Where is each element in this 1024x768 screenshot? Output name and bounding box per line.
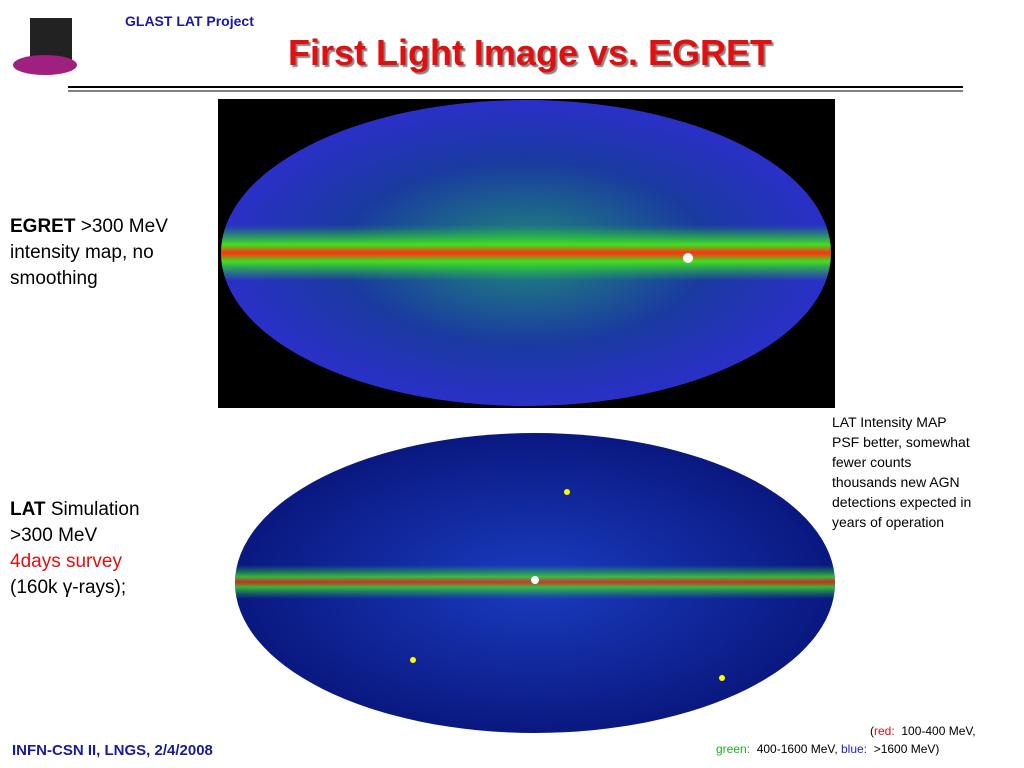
caption-line: intensity map, no	[10, 242, 154, 263]
note-line: PSF better, somewhat	[832, 434, 970, 450]
slide-title: First Light Image vs. EGRET	[287, 32, 773, 73]
egret-name: EGRET	[10, 216, 76, 237]
egret-map	[218, 99, 835, 408]
note-line: fewer counts	[832, 454, 912, 470]
note-line: thousands new AGN	[832, 474, 960, 490]
lat-caption: LAT Simulation >300 MeV 4days survey (16…	[10, 497, 215, 601]
legend-label: blue:	[841, 742, 868, 756]
legend-label: red:	[874, 724, 895, 738]
note: LAT Intensity MAP PSF better, somewhat f…	[832, 412, 1017, 532]
note-line: years of operation	[832, 514, 945, 530]
legend-range: >1600 MeV)	[873, 742, 940, 756]
note-line: detections expected in	[832, 494, 972, 510]
caption-line: >300 MeV	[10, 525, 98, 546]
project-name: GLAST LAT Project	[125, 13, 254, 29]
legend-range: 400-1600 MeV,	[756, 742, 838, 756]
caption-line: (160k γ-rays);	[10, 577, 127, 598]
lat-map	[235, 433, 835, 733]
caption-line: 4days survey	[10, 551, 122, 572]
caption-line: Simulation	[50, 499, 140, 520]
caption-line: smoothing	[10, 268, 98, 289]
logo	[13, 18, 77, 75]
note-line: LAT Intensity MAP	[832, 414, 947, 430]
egret-caption: EGRET >300 MeV intensity map, no smoothi…	[10, 214, 215, 292]
caption-line: >300 MeV	[80, 216, 168, 237]
color-legend: (red: 100-400 MeV, green: 400-1600 MeV, …	[716, 724, 976, 756]
legend-label: green:	[716, 742, 751, 756]
legend-range: 100-400 MeV,	[901, 724, 976, 738]
lat-name: LAT	[10, 499, 46, 520]
footer: INFN-CSN II, LNGS, 2/4/2008	[12, 742, 213, 759]
